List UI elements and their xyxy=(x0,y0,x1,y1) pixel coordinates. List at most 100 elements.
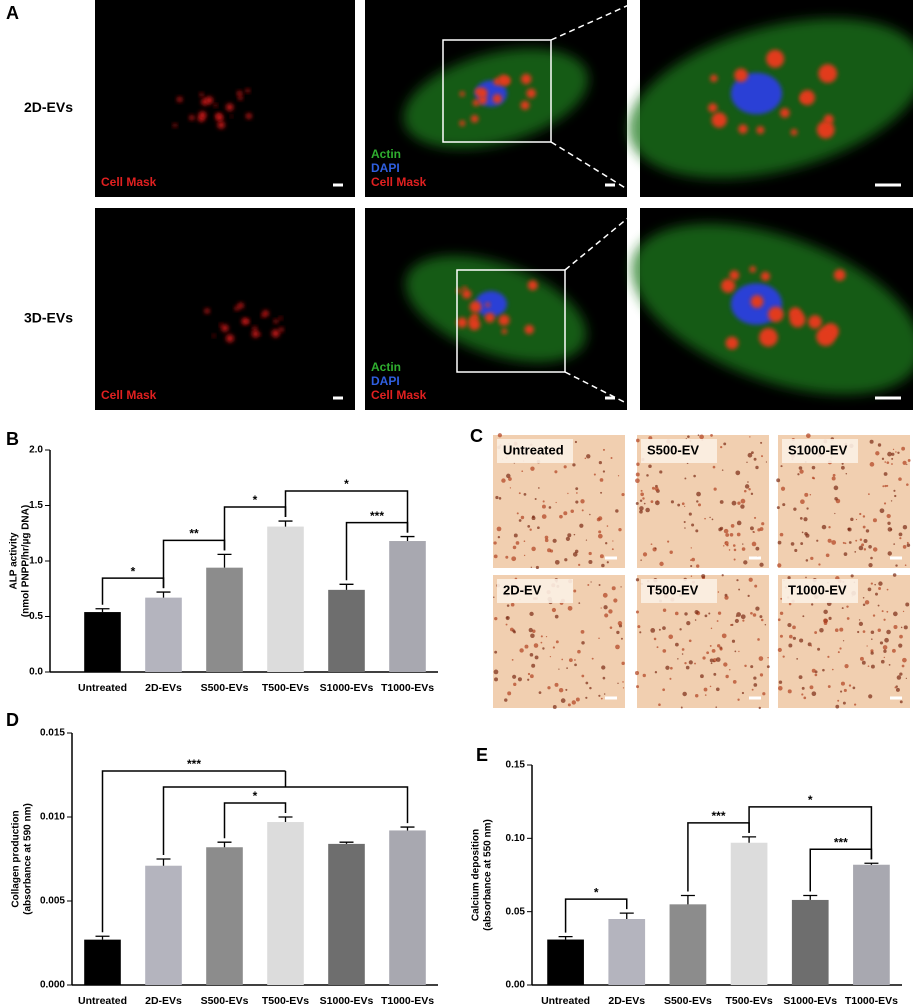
stain-dot xyxy=(750,526,754,531)
stain-dot xyxy=(877,604,880,607)
stain-dot xyxy=(615,644,620,650)
stain-dot xyxy=(736,612,742,617)
stain-dot xyxy=(590,581,592,583)
panel-letter: B xyxy=(6,429,19,449)
stain-dot xyxy=(816,539,819,542)
image-label: Untreated xyxy=(503,442,564,457)
stain-dot xyxy=(821,524,827,530)
stain-dot xyxy=(809,494,812,496)
stain-dot xyxy=(516,512,519,515)
mask-dot xyxy=(816,327,836,347)
stain-dot xyxy=(603,693,606,695)
stain-dot xyxy=(658,703,661,706)
stain-dot xyxy=(717,591,720,593)
stain-dot xyxy=(505,555,509,559)
stain-dot xyxy=(729,669,731,671)
stain-dot xyxy=(710,662,713,665)
stain-dot xyxy=(814,673,818,677)
stain-dot xyxy=(531,516,536,521)
stain-dot xyxy=(777,540,782,545)
stain-dot xyxy=(902,524,908,530)
stain-dot xyxy=(642,673,646,678)
x-tick-label: S500-EVs xyxy=(201,682,249,694)
stain-dot xyxy=(832,473,836,477)
stain-dot xyxy=(575,487,579,491)
stain-dot xyxy=(704,517,706,520)
stain-dot xyxy=(834,628,839,632)
stain-dot xyxy=(617,682,619,685)
error-bar xyxy=(278,520,293,527)
stain-dot xyxy=(850,574,854,578)
cell-dot xyxy=(279,316,283,320)
stain-dot xyxy=(523,554,526,557)
stain-dot xyxy=(718,527,722,532)
stain-dot xyxy=(744,664,747,668)
stain-dot xyxy=(548,506,552,509)
stain-dot xyxy=(691,557,695,562)
stain-dot xyxy=(574,440,578,444)
mask-dot xyxy=(800,94,808,102)
stain-dot xyxy=(683,521,686,524)
stain-dot xyxy=(690,547,692,549)
cell-dot xyxy=(214,103,218,107)
x-tick-label: S500-EVs xyxy=(664,995,712,1005)
stain-dot xyxy=(870,582,873,585)
stain-dot xyxy=(565,688,568,691)
stain-dot xyxy=(530,566,533,568)
stain-dot xyxy=(609,626,613,629)
stain-dot xyxy=(846,617,850,620)
stain-dot xyxy=(875,451,880,456)
stain-dot xyxy=(690,575,693,577)
stain-dot xyxy=(717,611,722,615)
stain-dot xyxy=(844,542,847,545)
stain-dot xyxy=(855,518,858,521)
stain-dot xyxy=(568,658,573,663)
stain-dot xyxy=(897,451,900,454)
image-label: S1000-EV xyxy=(788,442,848,457)
stain-dot xyxy=(828,526,831,529)
stain-dot xyxy=(841,462,844,465)
stain-dot xyxy=(744,484,750,489)
mask-dot xyxy=(470,114,479,123)
significance-label: *** xyxy=(187,757,201,771)
stain-dot xyxy=(805,576,807,579)
stain-dot xyxy=(621,661,625,666)
stain-dot xyxy=(496,526,502,532)
mask-dot xyxy=(485,302,490,308)
stain-dot xyxy=(865,529,870,533)
stain-dot xyxy=(695,529,699,533)
nucleus xyxy=(730,72,783,115)
stain-dot xyxy=(787,576,791,580)
stain-dot xyxy=(886,513,891,519)
y-tick-label: 0.015 xyxy=(40,728,65,739)
stain-dot xyxy=(823,609,828,615)
mask-dot xyxy=(759,328,778,347)
stain-dot xyxy=(566,667,568,669)
stain-dot xyxy=(736,579,739,582)
stain-dot xyxy=(600,697,603,700)
error-bar xyxy=(803,894,818,900)
stain-dot xyxy=(859,512,862,516)
stain-dot xyxy=(847,527,851,531)
stain-dot xyxy=(900,626,903,629)
stain-dot xyxy=(669,550,673,554)
stain-dot xyxy=(701,574,706,579)
mask-dot xyxy=(497,74,510,87)
y-tick-label: 0.000 xyxy=(40,980,65,991)
significance-label: * xyxy=(808,793,813,807)
stain-dot xyxy=(799,469,804,474)
stain-dot xyxy=(685,665,690,670)
stain-dot xyxy=(684,612,688,616)
cell-dot xyxy=(173,123,177,128)
stain-dot xyxy=(517,677,522,682)
stain-dot xyxy=(877,628,881,632)
channel-label: Cell Mask xyxy=(101,175,157,189)
stain-dot xyxy=(891,463,893,465)
stain-dot xyxy=(892,448,895,451)
stain-dot xyxy=(656,646,659,649)
stain-dot xyxy=(549,655,552,658)
error-bar xyxy=(95,935,110,940)
stain-dot xyxy=(529,611,534,617)
stain-dot xyxy=(675,642,679,647)
stain-dot xyxy=(738,650,740,653)
